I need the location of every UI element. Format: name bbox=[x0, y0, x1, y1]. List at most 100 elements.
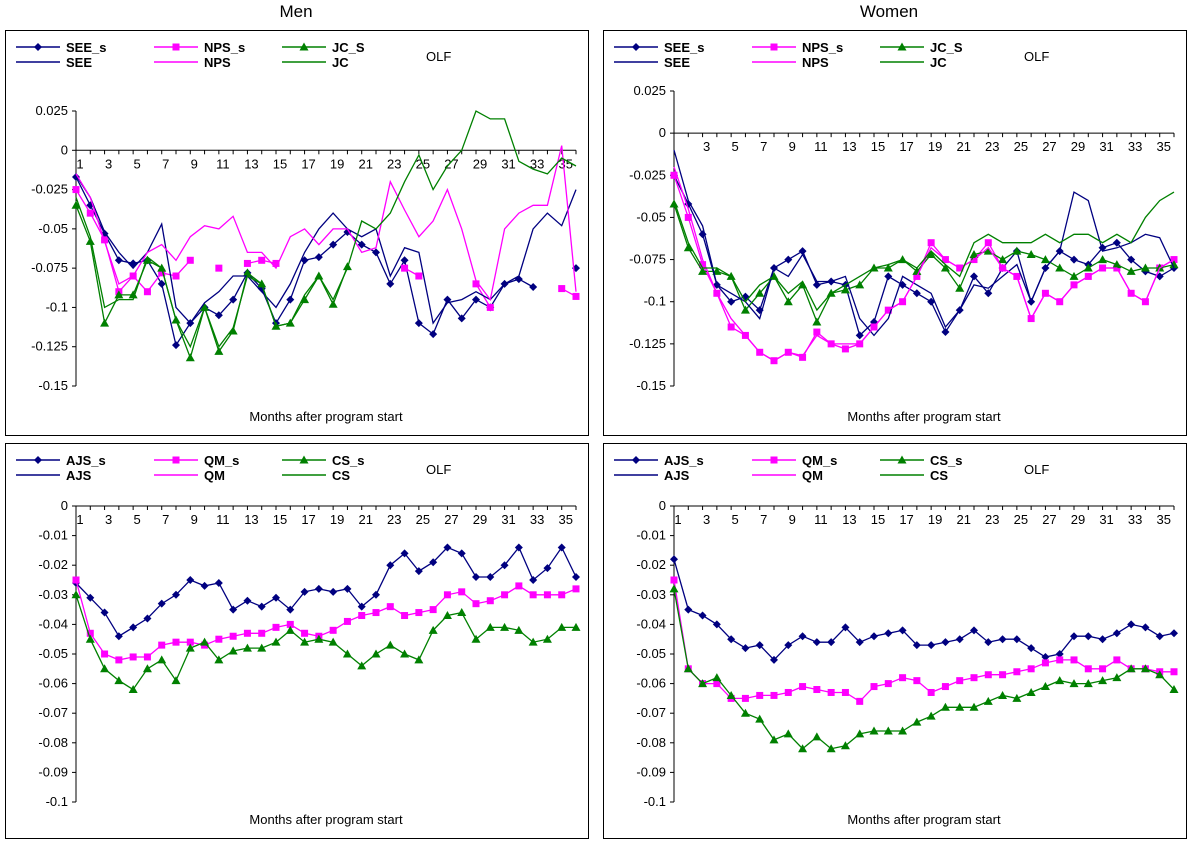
data-point bbox=[632, 43, 640, 51]
y-tick-label: -0.1 bbox=[46, 794, 68, 809]
data-point bbox=[400, 649, 410, 658]
data-point bbox=[1083, 679, 1093, 688]
x-tick-label: 9 bbox=[191, 512, 198, 527]
x-tick-label: 31 bbox=[501, 156, 515, 171]
data-point bbox=[329, 240, 338, 249]
x-tick-label: 29 bbox=[473, 512, 487, 527]
data-point bbox=[285, 625, 295, 634]
series-jc bbox=[75, 110, 577, 349]
legend-label: NPS_s bbox=[802, 40, 843, 55]
y-tick-label: -0.01 bbox=[38, 528, 68, 543]
data-point bbox=[514, 625, 524, 634]
data-point bbox=[85, 236, 95, 245]
legend-label: AJS_s bbox=[664, 453, 704, 468]
y-tick-label: -0.025 bbox=[629, 167, 666, 182]
data-point bbox=[770, 655, 778, 664]
data-point bbox=[271, 637, 281, 646]
legend: SEE_s NPS_s JC_S SEE NPS JC bbox=[16, 40, 365, 70]
series-line bbox=[673, 175, 1175, 337]
data-point bbox=[712, 620, 721, 629]
data-point bbox=[314, 584, 323, 593]
y-tick-label: -0.04 bbox=[38, 616, 68, 631]
legend: SEE_s NPS_s JC_S SEE NPS JC bbox=[614, 40, 963, 70]
data-point bbox=[1012, 693, 1022, 702]
data-point bbox=[1170, 629, 1178, 638]
data-point bbox=[328, 637, 338, 646]
data-point bbox=[1155, 272, 1164, 281]
data-point bbox=[955, 702, 965, 711]
data-point bbox=[941, 328, 950, 337]
data-point bbox=[1055, 676, 1065, 685]
series-jc bbox=[673, 191, 1175, 312]
data-point bbox=[457, 608, 467, 617]
data-point bbox=[998, 255, 1008, 264]
legend-label: CS_s bbox=[930, 453, 963, 468]
x-tick-label: 31 bbox=[501, 512, 515, 527]
data-point bbox=[243, 259, 251, 267]
data-point bbox=[970, 272, 978, 281]
data-point bbox=[343, 584, 352, 593]
data-point bbox=[172, 43, 180, 51]
x-tick-label: 23 bbox=[387, 512, 401, 527]
series-nps bbox=[75, 145, 577, 302]
series-see bbox=[75, 175, 577, 325]
data-point bbox=[1112, 260, 1122, 269]
data-point bbox=[841, 345, 849, 353]
x-tick-label: 15 bbox=[871, 512, 885, 527]
data-point bbox=[1070, 632, 1078, 641]
data-point bbox=[543, 591, 551, 599]
y-tick-label: -0.06 bbox=[38, 676, 68, 691]
legend-label: CS bbox=[930, 468, 948, 483]
x-tick-label: 11 bbox=[216, 512, 230, 527]
chart-panel-men-top: 0.025 0 -0.025 -0.05 -0.075 -0.1 -0.125 -0.15 1 3… bbox=[5, 30, 589, 436]
data-point bbox=[883, 263, 893, 272]
data-point bbox=[100, 664, 110, 673]
data-point bbox=[727, 297, 736, 306]
data-point bbox=[414, 567, 423, 576]
data-point bbox=[299, 455, 309, 464]
data-point bbox=[228, 326, 238, 335]
data-point bbox=[912, 717, 922, 726]
column-title-men: Men bbox=[279, 2, 313, 21]
data-point bbox=[442, 611, 452, 620]
x-tick-label: 5 bbox=[134, 512, 141, 527]
chart-svg: 0 -0.01 -0.02 -0.03 -0.04 -0.05 -0.06 -0.07 -0.0… bbox=[16, 453, 581, 827]
data-point bbox=[783, 729, 793, 738]
data-point bbox=[557, 543, 566, 552]
data-point bbox=[457, 549, 466, 558]
data-point bbox=[1140, 263, 1150, 272]
y-tick-label: -0.08 bbox=[38, 735, 68, 750]
data-point bbox=[401, 264, 409, 272]
x-tick-label: 13 bbox=[244, 156, 258, 171]
x-tick-label: 29 bbox=[1071, 139, 1085, 154]
data-point bbox=[214, 346, 224, 355]
y-tick-label: -0.05 bbox=[636, 646, 666, 661]
data-point bbox=[114, 256, 123, 265]
legend-label: NPS bbox=[204, 55, 231, 70]
data-point bbox=[215, 264, 223, 272]
data-point bbox=[129, 623, 138, 632]
chart-svg: 0 -0.01 -0.02 -0.03 -0.04 -0.05 -0.06 -0.07 -0.0… bbox=[614, 453, 1179, 827]
x-tick-label: 19 bbox=[928, 139, 942, 154]
data-point bbox=[258, 629, 266, 637]
data-point bbox=[71, 590, 81, 599]
data-point bbox=[1169, 685, 1179, 694]
data-point bbox=[143, 614, 152, 623]
data-point bbox=[840, 741, 850, 750]
data-point bbox=[258, 256, 266, 264]
data-point bbox=[400, 256, 409, 265]
data-point bbox=[899, 674, 907, 682]
data-point bbox=[257, 284, 266, 293]
data-point bbox=[970, 674, 978, 682]
x-tick-label: 11 bbox=[216, 156, 230, 171]
y-tick-label: -0.08 bbox=[636, 735, 666, 750]
chart-annotation: OLF bbox=[1024, 49, 1049, 64]
data-point bbox=[158, 641, 166, 649]
data-point bbox=[1013, 668, 1021, 676]
data-point bbox=[999, 671, 1007, 679]
data-point bbox=[926, 250, 936, 259]
data-point bbox=[514, 543, 523, 552]
legend-label: NPS_s bbox=[204, 40, 245, 55]
data-point bbox=[372, 248, 380, 257]
